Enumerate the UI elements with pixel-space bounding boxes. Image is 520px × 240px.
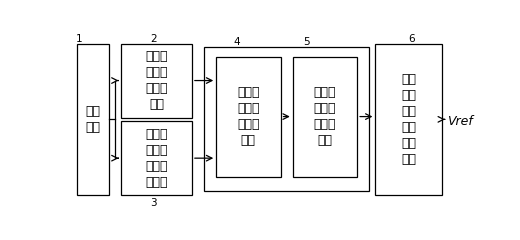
Bar: [77, 44, 109, 195]
Text: 1: 1: [75, 34, 82, 44]
Text: 5: 5: [304, 37, 310, 47]
Bar: [122, 121, 192, 195]
Bar: [216, 56, 281, 177]
Text: 正温度
系数电
流产生
电路: 正温度 系数电 流产生 电路: [146, 50, 168, 111]
Text: 零温度
系数电
流调节
电路: 零温度 系数电 流调节 电路: [314, 86, 336, 147]
Bar: [122, 44, 192, 118]
Text: 4: 4: [233, 37, 240, 47]
Text: 零温度
系数电
流产生
电路: 零温度 系数电 流产生 电路: [237, 86, 259, 147]
Text: Vref: Vref: [447, 115, 473, 128]
Text: 3: 3: [150, 198, 157, 208]
Text: 固定
温度
系数
电压
合成
电路: 固定 温度 系数 电压 合成 电路: [401, 73, 416, 166]
Bar: [375, 44, 442, 195]
Text: 6: 6: [408, 34, 415, 44]
Text: 2: 2: [150, 34, 157, 44]
Text: 启动
电路: 启动 电路: [86, 105, 101, 134]
Bar: [204, 47, 369, 192]
Text: 负温度
度系数
电流产
生电路: 负温度 度系数 电流产 生电路: [146, 128, 168, 189]
Bar: [293, 56, 357, 177]
